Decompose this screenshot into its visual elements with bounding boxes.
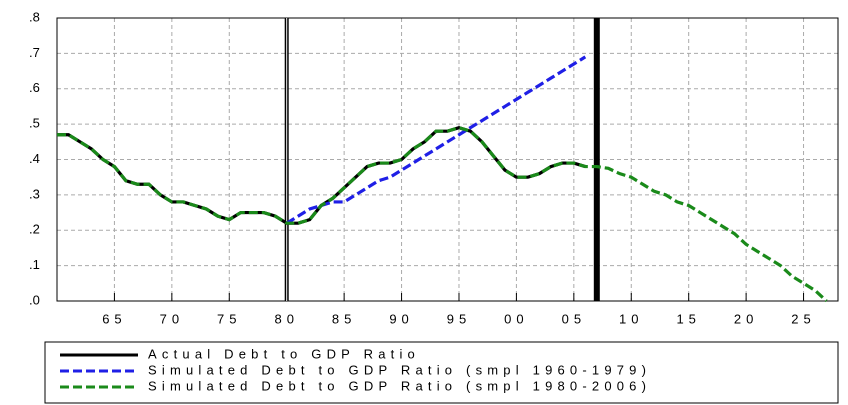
y-tick-label: .1 — [29, 257, 40, 272]
legend-label: Actual Debt to GDP Ratio — [148, 346, 420, 361]
legend-label: Simulated Debt to GDP Ratio (smpl 1960-1… — [148, 362, 651, 377]
y-tick-label: .0 — [29, 292, 40, 307]
x-tick-label: 10 — [619, 311, 643, 326]
x-tick-label: 95 — [447, 311, 471, 326]
y-tick-label: .2 — [29, 222, 40, 237]
x-tick-label: 25 — [791, 311, 815, 326]
y-tick-label: .7 — [29, 45, 40, 60]
x-tick-label: 75 — [217, 311, 241, 326]
x-tick-label: 00 — [504, 311, 528, 326]
x-tick-label: 70 — [160, 311, 184, 326]
y-tick-label: .3 — [29, 186, 40, 201]
series-line — [57, 125, 586, 225]
y-tick-label: .8 — [29, 9, 40, 24]
legend-label: Simulated Debt to GDP Ratio (smpl 1980-2… — [148, 378, 651, 393]
y-tick-label: .5 — [29, 116, 40, 131]
x-tick-label: 20 — [734, 311, 758, 326]
series-line — [57, 125, 828, 303]
x-tick-label: 90 — [389, 311, 413, 326]
x-tick-label: 05 — [562, 311, 586, 326]
y-tick-label: .6 — [29, 80, 40, 95]
x-tick-label: 85 — [332, 311, 356, 326]
x-tick-label: 65 — [102, 311, 126, 326]
plot-frame — [56, 17, 839, 302]
y-tick-label: .4 — [29, 151, 40, 166]
x-tick-label: 15 — [676, 311, 700, 326]
x-tick-label: 80 — [274, 311, 298, 326]
legend-box — [44, 341, 839, 404]
series-line — [285, 55, 587, 225]
